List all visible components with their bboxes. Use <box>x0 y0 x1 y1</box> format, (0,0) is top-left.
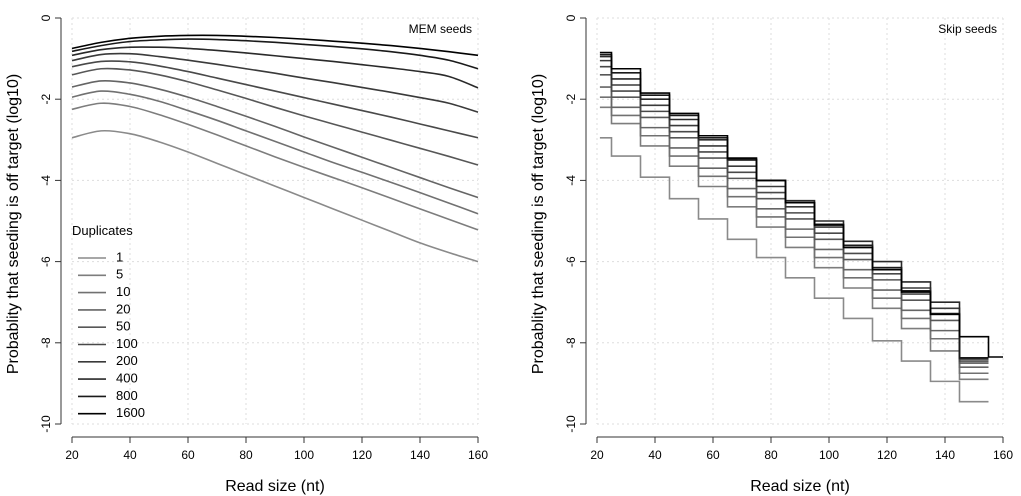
x-tick-label: 20 <box>65 448 79 462</box>
x-tick-label: 140 <box>935 448 955 462</box>
series-line-dup-100 <box>71 60 479 139</box>
series-line-dup-1600 <box>71 34 479 57</box>
y-tick-label: -8 <box>39 337 53 348</box>
y-tick-label: 0 <box>39 14 53 21</box>
y-tick-label: -10 <box>564 415 578 433</box>
series-line-dup-200 <box>71 52 479 113</box>
series-line-dup-5 <box>71 102 479 231</box>
legend-entry-100: 100 <box>116 336 138 351</box>
legend-entry-800: 800 <box>116 388 138 403</box>
x-tick-label: 160 <box>993 448 1013 462</box>
legend-entry-10: 10 <box>116 284 130 299</box>
y-tick-label: -4 <box>39 175 53 186</box>
legend-entry-5: 5 <box>116 267 123 282</box>
legend-entry-20: 20 <box>116 301 130 316</box>
legend-entry-50: 50 <box>116 319 130 334</box>
series-line-dup-50 <box>71 67 479 166</box>
x-tick-label: 40 <box>648 448 662 462</box>
x-tick-label: 140 <box>410 448 430 462</box>
x-tick-label: 80 <box>764 448 778 462</box>
legend-title: Duplicates <box>72 223 133 238</box>
y-tick-label: -2 <box>564 94 578 105</box>
x-axis-title: Read size (nt) <box>750 478 850 495</box>
series-line-dup-800 <box>71 38 479 70</box>
series-line-dup-1 <box>71 129 479 263</box>
y-tick-label: 0 <box>564 14 578 21</box>
legend-entry-1: 1 <box>116 249 123 264</box>
x-tick-label: 120 <box>352 448 372 462</box>
y-axis-title: Probablity that seeding is off target (l… <box>5 74 22 374</box>
x-tick-label: 60 <box>706 448 720 462</box>
x-tick-label: 160 <box>468 448 488 462</box>
series-line-dup-1600 <box>599 51 1003 358</box>
y-tick-label: -4 <box>564 175 578 186</box>
x-tick-label: 100 <box>294 448 314 462</box>
y-tick-label: -10 <box>39 415 53 433</box>
y-tick-label: -6 <box>564 256 578 267</box>
series-line-dup-20 <box>599 86 989 368</box>
panel-label: Skip seeds <box>938 22 997 36</box>
legend-entry-400: 400 <box>116 371 138 386</box>
series-line-dup-1 <box>599 136 989 403</box>
panel-label: MEM seeds <box>409 22 472 36</box>
y-axis-title: Probablity that seeding is off target (l… <box>530 74 547 374</box>
legend-entry-1600: 1600 <box>116 405 145 420</box>
x-tick-label: 60 <box>181 448 195 462</box>
legend-entry-200: 200 <box>116 353 138 368</box>
series-line-dup-20 <box>71 79 479 199</box>
x-tick-label: 20 <box>590 448 604 462</box>
series-line-dup-10 <box>71 90 479 215</box>
x-tick-label: 120 <box>877 448 897 462</box>
x-tick-label: 40 <box>123 448 137 462</box>
y-tick-label: -2 <box>39 94 53 105</box>
series-line-dup-10 <box>599 96 989 375</box>
series-line-dup-400 <box>71 46 479 89</box>
y-tick-label: -8 <box>564 337 578 348</box>
skip-seeds-panel: 20 40 60 80 100 120 140 160 0 -2 -4 -6 -8 -10 Read siz… <box>530 14 1013 495</box>
x-tick-label: 80 <box>239 448 253 462</box>
x-axis-title: Read size (nt) <box>225 478 325 495</box>
series-line-dup-50 <box>599 74 989 364</box>
y-tick-label: -6 <box>39 256 53 267</box>
x-tick-label: 100 <box>819 448 839 462</box>
